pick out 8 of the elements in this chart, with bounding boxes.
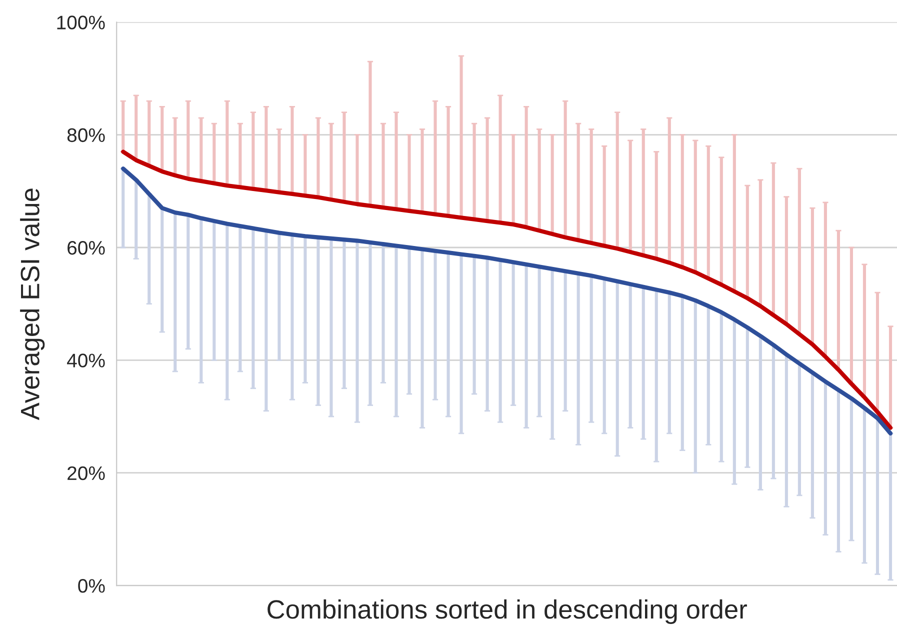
y-tick-label: 40% <box>67 354 105 368</box>
y-tick-label: 0% <box>78 578 105 593</box>
y-tick-label: 20% <box>68 466 105 480</box>
y-tick-label: 60% <box>68 240 105 255</box>
x-axis-title: Combinations sorted in descending order <box>268 599 747 624</box>
y-tick-label: 80% <box>67 128 105 142</box>
y-tick-label: 100% <box>57 16 105 30</box>
y-axis-title: Averaged ESI value <box>20 188 45 420</box>
